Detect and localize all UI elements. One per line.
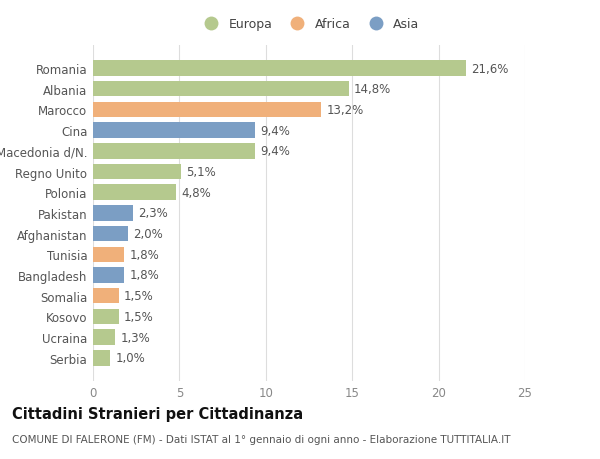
Bar [93,206,133,221]
Bar [93,123,256,139]
Bar [93,61,466,77]
Text: 1,5%: 1,5% [124,290,154,302]
Text: 13,2%: 13,2% [326,104,364,117]
Bar [93,144,256,159]
Text: 1,5%: 1,5% [124,310,154,323]
Bar [93,82,349,97]
Text: 14,8%: 14,8% [354,83,391,96]
Text: 1,3%: 1,3% [121,331,151,344]
Text: 2,0%: 2,0% [133,228,163,241]
Bar [93,247,124,263]
Text: 1,8%: 1,8% [129,269,159,282]
Text: 21,6%: 21,6% [472,62,509,75]
Text: 1,8%: 1,8% [129,248,159,261]
Text: Cittadini Stranieri per Cittadinanza: Cittadini Stranieri per Cittadinanza [12,406,303,421]
Bar [93,185,176,201]
Text: 4,8%: 4,8% [181,186,211,199]
Text: 9,4%: 9,4% [260,124,290,137]
Bar [93,330,115,345]
Text: COMUNE DI FALERONE (FM) - Dati ISTAT al 1° gennaio di ogni anno - Elaborazione T: COMUNE DI FALERONE (FM) - Dati ISTAT al … [12,434,511,444]
Bar [93,268,124,283]
Text: 5,1%: 5,1% [187,166,216,179]
Bar [93,288,119,304]
Legend: Europa, Africa, Asia: Europa, Africa, Asia [193,13,425,36]
Bar [93,350,110,366]
Bar [93,164,181,180]
Text: 2,3%: 2,3% [138,207,167,220]
Text: 9,4%: 9,4% [260,145,290,158]
Bar [93,309,119,325]
Text: 1,0%: 1,0% [115,352,145,364]
Bar [93,102,321,118]
Bar [93,226,128,242]
